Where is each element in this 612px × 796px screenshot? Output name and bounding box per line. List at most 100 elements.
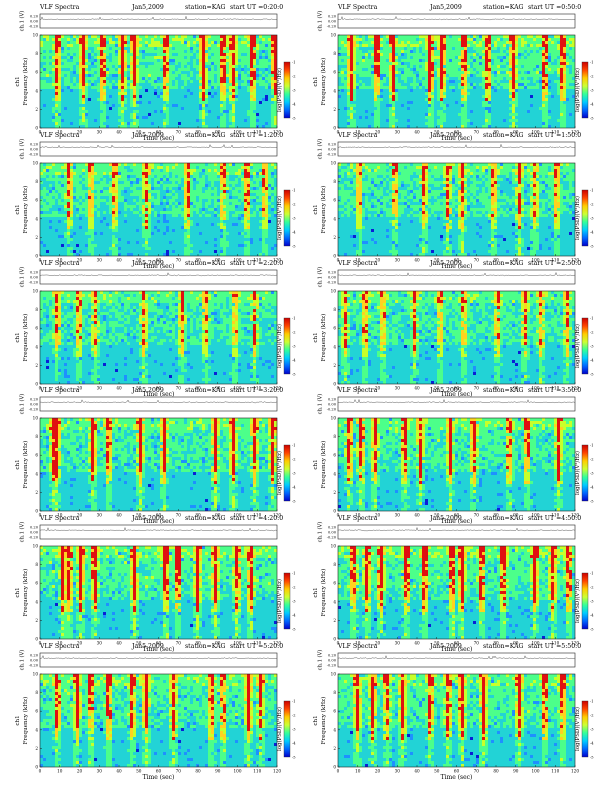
heatmap-cell	[274, 119, 277, 122]
heatmap-cell	[271, 113, 274, 116]
heatmap-cell	[410, 65, 413, 68]
heatmap-cell	[344, 92, 347, 95]
heatmap-cell	[527, 92, 530, 95]
heatmap-cell	[133, 41, 136, 44]
heatmap-cell	[443, 95, 446, 98]
heatmap-cell	[67, 65, 70, 68]
heatmap-cell	[362, 116, 365, 119]
heatmap-cell	[428, 71, 431, 74]
heatmap-cell	[262, 101, 265, 104]
heatmap-cell	[347, 65, 350, 68]
heatmap-cell	[226, 77, 229, 80]
heatmap-cell	[40, 104, 43, 107]
heatmap-cell	[226, 116, 229, 119]
heatmap-cell	[211, 86, 214, 89]
heatmap-cell	[407, 65, 410, 68]
heatmap-cell	[554, 110, 557, 113]
heatmap-cell	[55, 35, 58, 38]
heatmap-cell	[557, 41, 560, 44]
heatmap-cell	[494, 35, 497, 38]
heatmap-cell	[199, 83, 202, 86]
heatmap-cell	[449, 68, 452, 71]
heatmap-cell	[569, 74, 572, 77]
heatmap-cell	[118, 116, 121, 119]
heatmap-cell	[271, 62, 274, 65]
heatmap-cell	[449, 101, 452, 104]
heatmap-cell	[202, 62, 205, 65]
heatmap-cell	[461, 77, 464, 80]
heatmap-cell	[118, 41, 121, 44]
heatmap-cell	[91, 77, 94, 80]
heatmap-cell	[365, 83, 368, 86]
heatmap-cell	[539, 62, 542, 65]
heatmap-cell	[145, 74, 148, 77]
heatmap-cell	[94, 113, 97, 116]
heatmap-cell	[145, 47, 148, 50]
heatmap-cell	[196, 41, 199, 44]
heatmap-cell	[247, 44, 250, 47]
heatmap-cell	[274, 62, 277, 65]
heatmap-cell	[527, 101, 530, 104]
heatmap-cell	[434, 92, 437, 95]
heatmap-cell	[533, 74, 536, 77]
heatmap-cell	[124, 62, 127, 65]
heatmap-cell	[413, 122, 416, 125]
heatmap-cell	[545, 104, 548, 107]
heatmap-cell	[184, 83, 187, 86]
heatmap-cell	[548, 59, 551, 62]
heatmap-cell	[521, 41, 524, 44]
heatmap-cell	[488, 113, 491, 116]
heatmap-cell	[398, 116, 401, 119]
heatmap-cell	[401, 65, 404, 68]
heatmap-cell	[488, 74, 491, 77]
heatmap-cell	[398, 41, 401, 44]
heatmap-cell	[344, 107, 347, 110]
heatmap-cell	[211, 110, 214, 113]
heatmap-cell	[410, 116, 413, 119]
heatmap-cell	[238, 89, 241, 92]
heatmap-cell	[208, 107, 211, 110]
heatmap-cell	[341, 68, 344, 71]
voltage-tick-label: 0.20	[328, 15, 337, 19]
heatmap-cell	[509, 68, 512, 71]
heatmap-cell	[524, 38, 527, 41]
heatmap-cell	[220, 71, 223, 74]
heatmap-cell	[509, 65, 512, 68]
heatmap-cell	[160, 107, 163, 110]
heatmap-cell	[461, 35, 464, 38]
heatmap-cell	[512, 119, 515, 122]
heatmap-cell	[431, 92, 434, 95]
heatmap-cell	[383, 98, 386, 101]
heatmap-cell	[133, 38, 136, 41]
heatmap-cell	[419, 41, 422, 44]
heatmap-cell	[443, 119, 446, 122]
heatmap-cell	[365, 98, 368, 101]
heatmap-cell	[163, 50, 166, 53]
heatmap-cell	[103, 53, 106, 56]
heatmap-cell	[97, 65, 100, 68]
heatmap-cell	[557, 98, 560, 101]
heatmap-cell	[548, 89, 551, 92]
heatmap-cell	[542, 77, 545, 80]
heatmap-cell	[247, 110, 250, 113]
heatmap-cell	[488, 56, 491, 59]
heatmap-cell	[145, 101, 148, 104]
heatmap-cell	[124, 59, 127, 62]
heatmap-cell	[401, 44, 404, 47]
heatmap-cell	[395, 125, 398, 128]
heatmap-cell	[536, 107, 539, 110]
heatmap-cell	[241, 98, 244, 101]
heatmap-cell	[205, 89, 208, 92]
heatmap-cell	[64, 92, 67, 95]
heatmap-cell	[67, 119, 70, 122]
heatmap-cell	[467, 77, 470, 80]
heatmap-cell	[262, 80, 265, 83]
heatmap-cell	[91, 71, 94, 74]
heatmap-cell	[160, 59, 163, 62]
heatmap-cell	[386, 101, 389, 104]
heatmap-cell	[353, 53, 356, 56]
heatmap-cell	[380, 110, 383, 113]
heatmap-cell	[64, 59, 67, 62]
heatmap-cell	[259, 83, 262, 86]
heatmap-cell	[214, 104, 217, 107]
